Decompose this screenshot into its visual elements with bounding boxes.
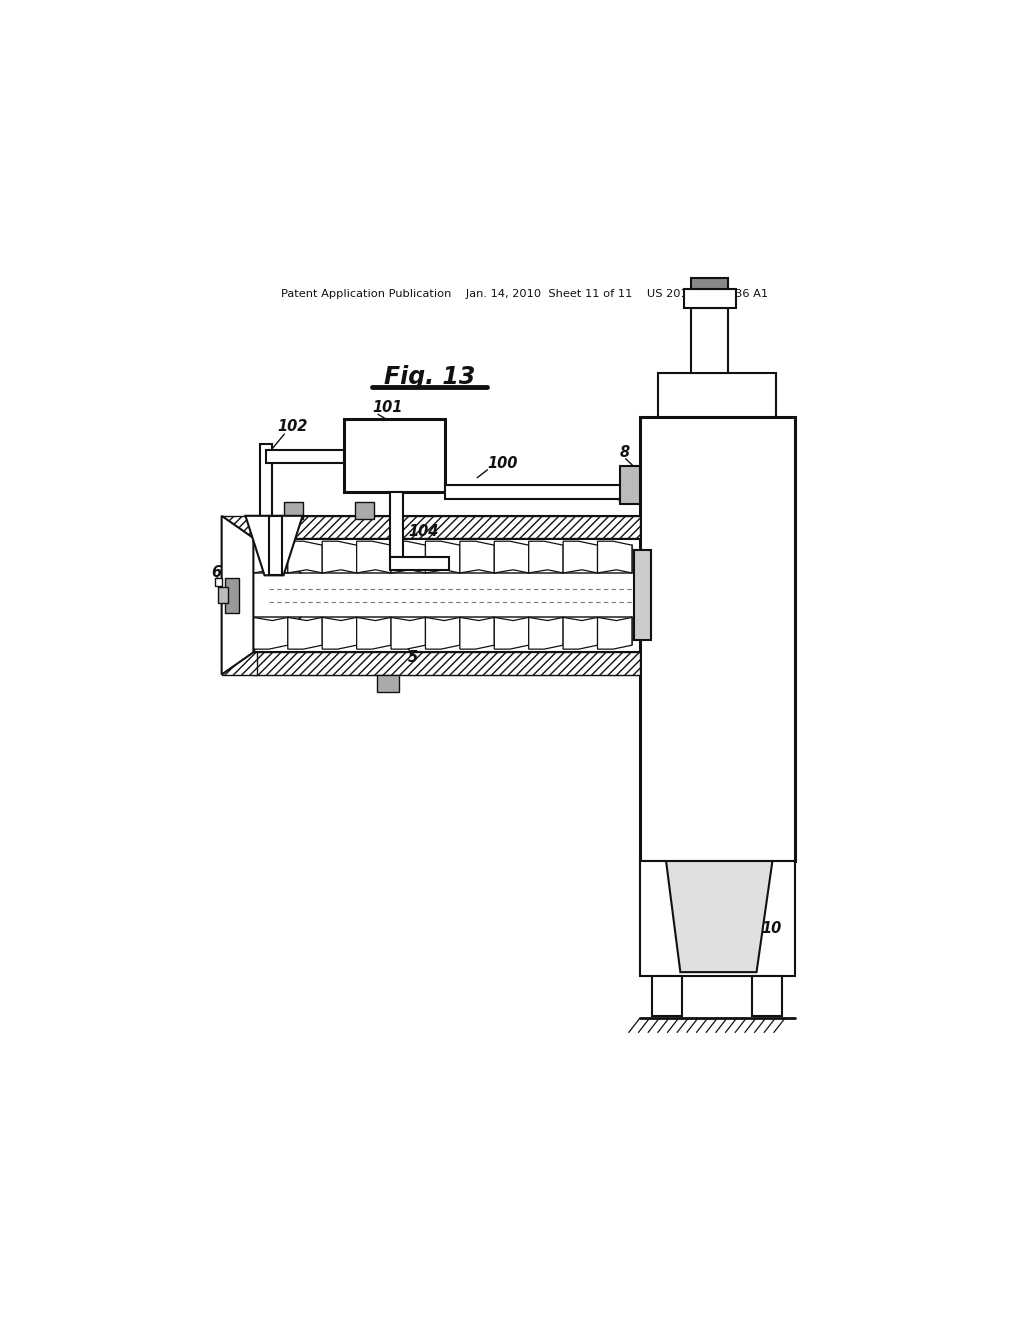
Bar <box>640 417 795 861</box>
Polygon shape <box>495 618 528 649</box>
Text: 103: 103 <box>232 523 263 537</box>
Polygon shape <box>460 618 495 649</box>
Polygon shape <box>253 618 288 649</box>
Bar <box>284 502 303 519</box>
Bar <box>390 557 450 570</box>
Bar <box>221 652 257 675</box>
Bar <box>684 289 736 308</box>
Polygon shape <box>391 541 425 573</box>
Bar <box>218 587 228 603</box>
Text: 102: 102 <box>278 420 307 434</box>
Bar <box>225 578 239 612</box>
Polygon shape <box>528 618 563 649</box>
Bar <box>620 466 640 504</box>
Polygon shape <box>288 541 323 573</box>
Bar <box>691 277 728 289</box>
Bar <box>253 516 640 539</box>
Polygon shape <box>528 541 563 573</box>
Text: 10: 10 <box>761 921 781 936</box>
Polygon shape <box>391 618 425 649</box>
Text: 6: 6 <box>211 565 221 581</box>
Polygon shape <box>598 541 632 573</box>
Polygon shape <box>425 541 460 573</box>
Bar <box>752 975 782 1016</box>
Bar <box>221 516 257 539</box>
Polygon shape <box>356 541 391 573</box>
Polygon shape <box>221 516 253 675</box>
Polygon shape <box>495 541 528 573</box>
Polygon shape <box>323 541 356 573</box>
Text: 100: 100 <box>487 455 518 471</box>
Bar <box>215 578 221 586</box>
Polygon shape <box>563 541 598 573</box>
Bar <box>260 444 272 516</box>
Polygon shape <box>356 618 391 649</box>
Text: 101: 101 <box>373 400 402 416</box>
Bar <box>377 675 399 692</box>
Bar <box>691 308 728 374</box>
Bar <box>445 484 632 499</box>
Polygon shape <box>598 618 632 649</box>
Bar <box>634 550 651 640</box>
Bar <box>266 450 344 462</box>
Bar <box>640 861 795 975</box>
Polygon shape <box>253 541 288 573</box>
Bar <box>269 516 282 576</box>
Polygon shape <box>246 516 303 576</box>
Text: Fig. 13: Fig. 13 <box>384 364 475 389</box>
Bar <box>253 652 640 675</box>
Text: 8: 8 <box>620 445 630 459</box>
Polygon shape <box>288 618 323 649</box>
Text: 104: 104 <box>409 524 438 539</box>
Polygon shape <box>666 861 772 972</box>
Bar <box>355 502 374 519</box>
Text: Patent Application Publication    Jan. 14, 2010  Sheet 11 of 11    US 2010/00088: Patent Application Publication Jan. 14, … <box>282 289 768 298</box>
Bar <box>652 975 682 1016</box>
Polygon shape <box>563 618 598 649</box>
Bar <box>344 418 445 492</box>
Polygon shape <box>460 541 495 573</box>
Bar <box>658 374 775 417</box>
Polygon shape <box>425 618 460 649</box>
Text: 5: 5 <box>408 649 418 664</box>
Polygon shape <box>323 618 356 649</box>
Bar <box>390 492 402 557</box>
Text: 11: 11 <box>599 484 620 499</box>
